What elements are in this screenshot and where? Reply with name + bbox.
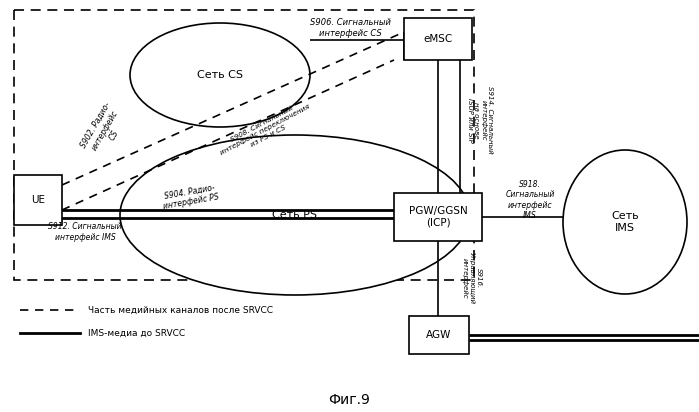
Bar <box>409 316 469 354</box>
Text: eMSC: eMSC <box>424 34 453 44</box>
Text: Сеть PS: Сеть PS <box>273 210 317 220</box>
Text: S906. Сигнальный
интерфейс CS: S906. Сигнальный интерфейс CS <box>310 18 391 38</box>
Text: Сеть CS: Сеть CS <box>197 70 243 80</box>
Bar <box>14 10 474 280</box>
Text: S908. Сигнальный
интерфейс переключения
из PS и CS: S908. Сигнальный интерфейс переключения … <box>216 98 314 162</box>
Text: PGW/GGSN
(ICP): PGW/GGSN (ICP) <box>409 206 468 228</box>
Text: UE: UE <box>31 195 45 205</box>
Ellipse shape <box>120 135 470 295</box>
Ellipse shape <box>563 150 687 294</box>
Text: S904. Радио-
интерфейс PS: S904. Радио- интерфейс PS <box>161 183 219 211</box>
Text: S902. Радио-
интерфейс
CS: S902. Радио- интерфейс CS <box>79 101 131 159</box>
Text: S916.
Управляющий
интерфейс: S916. Управляющий интерфейс <box>462 252 482 304</box>
Bar <box>394 193 482 241</box>
Bar <box>404 18 472 60</box>
Text: Фиг.9: Фиг.9 <box>329 393 370 407</box>
Text: S914. Сигнальный
интерфейс
на основе
ISUP или SIP: S914. Сигнальный интерфейс на основе ISU… <box>466 86 493 154</box>
Text: IMS-медиа до SRVCC: IMS-медиа до SRVCC <box>88 328 185 337</box>
Text: AGW: AGW <box>426 330 452 340</box>
Text: Часть медийных каналов после SRVCC: Часть медийных каналов после SRVCC <box>88 306 273 314</box>
Text: S918.
Сигнальный
интерфейс
IMS: S918. Сигнальный интерфейс IMS <box>505 180 555 220</box>
Bar <box>14 175 62 225</box>
Text: Сеть
IMS: Сеть IMS <box>611 211 639 233</box>
Ellipse shape <box>130 23 310 127</box>
Text: S912. Сигнальный
интерфейс IMS: S912. Сигнальный интерфейс IMS <box>48 222 122 242</box>
